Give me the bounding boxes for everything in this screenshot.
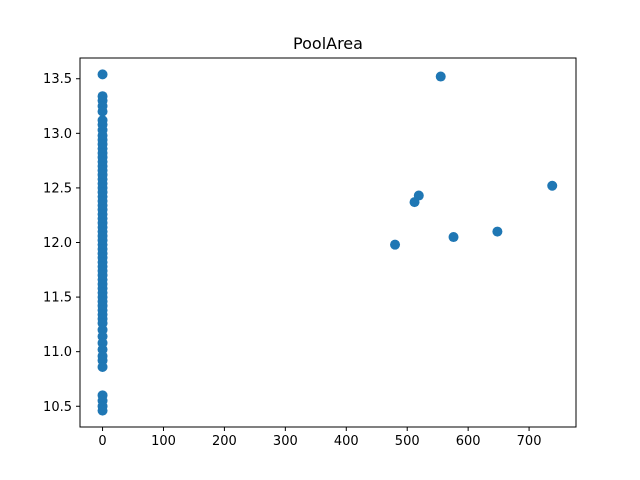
y-axis-ticks: 10.5 11.0 11.5 12.0 12.5 13.0 13.5: [43, 72, 80, 415]
data-points: [97, 69, 558, 416]
y-tick-label-5: 13.0: [43, 127, 72, 142]
scatter-point-62: [97, 405, 108, 416]
chart-title: PoolArea: [293, 34, 363, 53]
y-tick-label-1: 11.0: [43, 345, 72, 360]
x-tick-label-6: 600: [456, 434, 481, 449]
y-tick-label-6: 13.5: [43, 72, 72, 87]
y-tick-label-4: 12.5: [43, 181, 72, 196]
scatter-point-65: [413, 190, 424, 201]
x-tick-label-7: 700: [517, 434, 542, 449]
x-tick-label-2: 200: [212, 434, 237, 449]
x-tick-label-3: 300: [273, 434, 298, 449]
x-tick-label-5: 500: [395, 434, 420, 449]
scatter-point-67: [448, 232, 459, 243]
scatter-point-68: [492, 226, 503, 237]
y-tick-label-3: 12.0: [43, 236, 72, 251]
x-axis-ticks: 0 100 200 300 400 500 600 700: [98, 427, 541, 449]
plot-area-frame: [79, 57, 577, 428]
y-tick-label-0: 10.5: [43, 400, 72, 415]
scatter-point-0: [97, 69, 108, 80]
y-tick-label-2: 11.5: [43, 291, 72, 306]
scatter-point-58: [97, 361, 108, 372]
scatter-point-66: [435, 71, 446, 82]
scatter-point-4: [97, 106, 108, 117]
x-tick-label-0: 0: [98, 434, 106, 449]
x-tick-label-4: 400: [334, 434, 359, 449]
x-tick-label-1: 100: [151, 434, 176, 449]
scatter-point-63: [390, 239, 401, 250]
scatter-point-69: [547, 180, 558, 191]
